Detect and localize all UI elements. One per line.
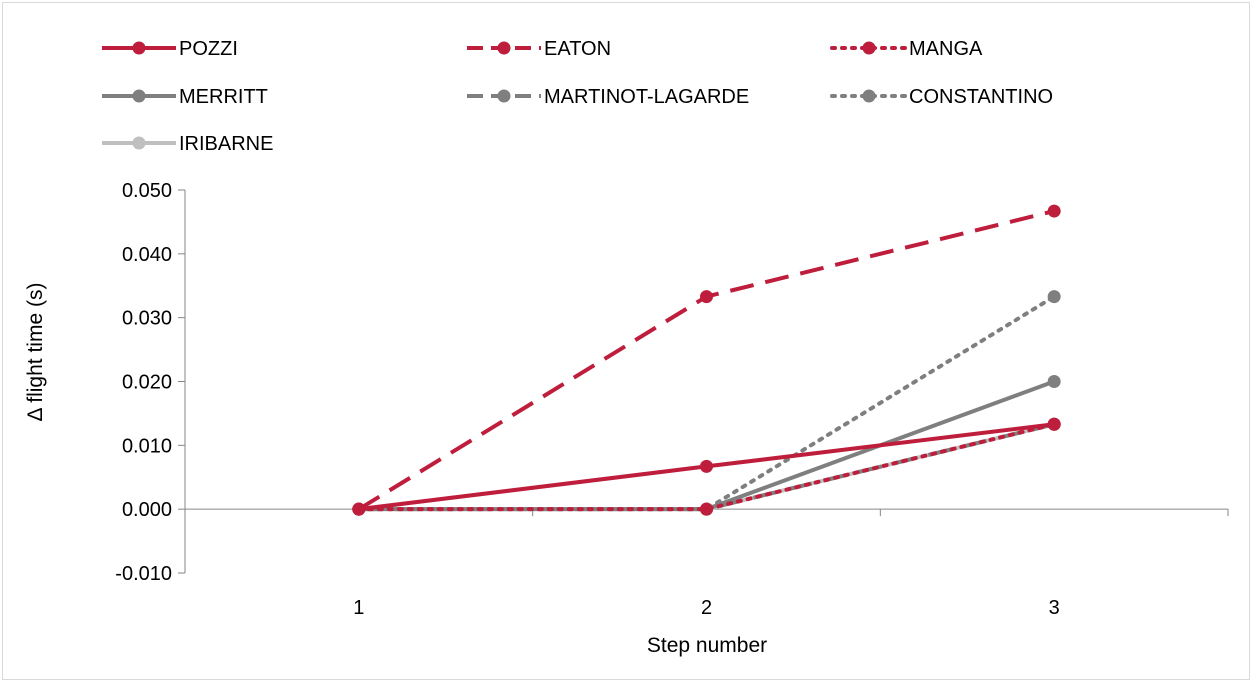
legend-label: MARTINOT-LAGARDE	[544, 86, 749, 108]
axes: -0.010 0.000 0.010 0.020 0.030 0.040 0.050 1 2 3	[115, 180, 1229, 619]
legend-label: POZZI	[179, 38, 238, 60]
legend-marker	[132, 41, 146, 55]
series-pozzi	[352, 417, 1061, 516]
data-point	[1047, 375, 1061, 388]
legend: POZZI EATON MANGA MERRITT MARTINOT-LAGARDE CO…	[102, 38, 1053, 155]
data-point	[1047, 290, 1061, 304]
legend-marker	[862, 41, 876, 55]
legend-marker	[132, 136, 146, 150]
y-tick-label: 0.040	[122, 244, 172, 266]
legend-item: MERRITT	[102, 86, 268, 108]
data-point	[1047, 204, 1061, 218]
legend-marker	[497, 41, 511, 55]
data-point	[352, 502, 366, 516]
data-point	[1047, 417, 1061, 431]
legend-label: EATON	[544, 38, 611, 60]
x-axis-label: Step number	[647, 634, 767, 657]
y-tick-label: 0.030	[122, 308, 172, 330]
y-tick-label: 0.010	[122, 435, 172, 457]
legend-item: MANGA	[830, 38, 983, 60]
legend-item: EATON	[467, 38, 611, 60]
series-line	[356, 294, 1057, 512]
y-tick-label: 0.020	[122, 372, 172, 394]
legend-label: MERRITT	[179, 86, 268, 108]
legend-item: IRIBARNE	[102, 133, 273, 155]
series-group	[352, 204, 1061, 516]
y-tick-label: -0.010	[115, 563, 172, 585]
legend-marker	[132, 89, 146, 103]
legend-label: MANGA	[909, 38, 983, 60]
x-tick-label: 1	[353, 597, 364, 619]
legend-marker	[497, 89, 511, 103]
legend-item: MARTINOT-LAGARDE	[467, 86, 749, 108]
data-point	[700, 459, 713, 473]
data-point	[700, 502, 713, 516]
legend-item: POZZI	[102, 38, 238, 60]
legend-label: IRIBARNE	[179, 133, 273, 155]
series-constantino	[352, 290, 1061, 516]
y-axis-label: Δ flight time (s)	[24, 283, 47, 422]
y-tick-label: 0.050	[122, 180, 172, 202]
x-tick-label: 3	[1049, 597, 1060, 619]
series-merritt	[352, 375, 1061, 516]
data-point	[700, 290, 713, 304]
y-tick-label: 0.000	[122, 499, 172, 521]
legend-marker	[862, 89, 876, 103]
x-tick-label: 2	[701, 597, 712, 619]
legend-item: CONSTANTINO	[830, 86, 1053, 108]
legend-label: CONSTANTINO	[909, 86, 1053, 108]
